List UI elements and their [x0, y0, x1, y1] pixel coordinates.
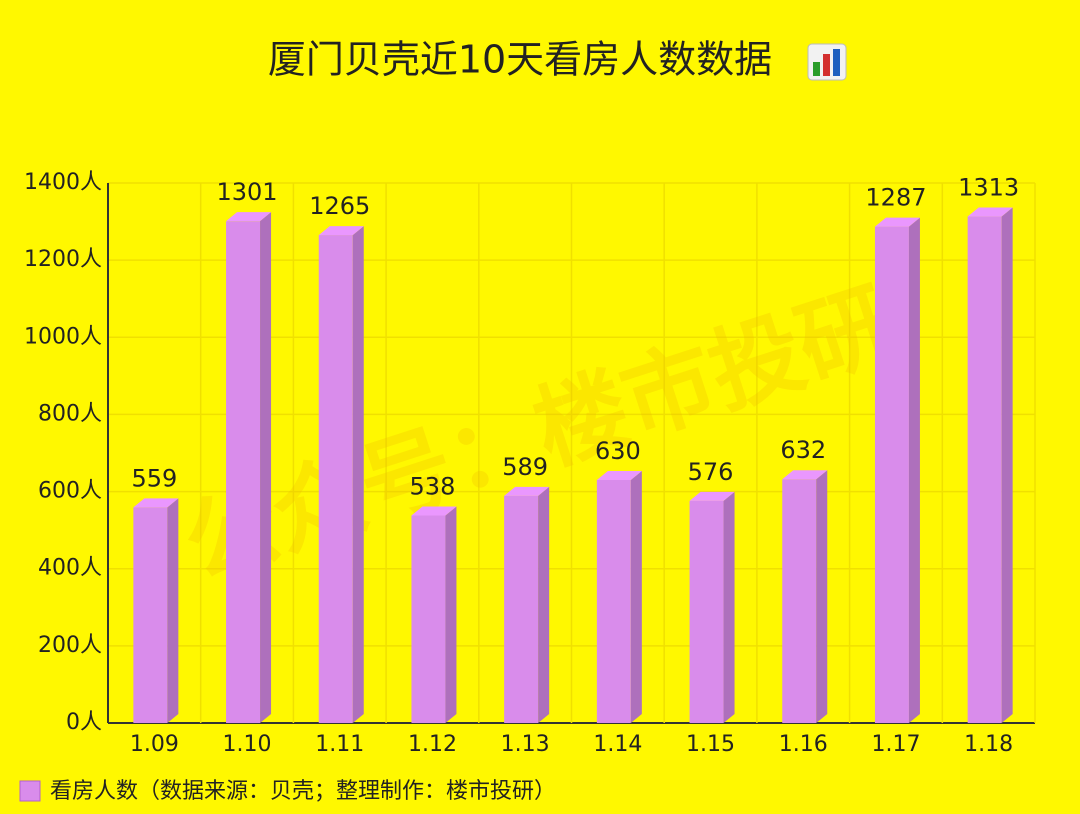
value-label: 559 [131, 464, 177, 492]
x-tick-label: 1.18 [964, 732, 1013, 757]
value-label: 630 [595, 437, 641, 465]
y-tick-label: 400人 [38, 556, 102, 581]
bar-side [908, 217, 920, 724]
bar [504, 486, 550, 723]
value-label: 1265 [309, 192, 370, 220]
x-tick-label: 1.13 [501, 732, 550, 757]
x-tick-label: 1.14 [593, 732, 642, 757]
x-tick-label: 1.16 [779, 732, 828, 757]
y-tick-label: 600人 [38, 479, 102, 504]
legend-series: 看房人数 [50, 779, 138, 804]
bar-top [226, 212, 272, 222]
bar-side [723, 491, 735, 723]
bar-top [874, 217, 920, 227]
bar-side [167, 498, 179, 723]
bar-front [689, 500, 724, 723]
bar-front [133, 507, 168, 723]
bar-side [1001, 207, 1013, 724]
y-tick-label: 1400人 [24, 170, 102, 195]
x-tick-label: 1.17 [871, 732, 920, 757]
y-tick-label: 200人 [38, 633, 102, 658]
x-tick-label: 1.12 [408, 732, 457, 757]
value-label: 589 [502, 453, 548, 481]
x-tick-label: 1.10 [223, 732, 272, 757]
bar-top [133, 498, 179, 508]
bar-front [411, 515, 446, 723]
bar-front [874, 226, 909, 724]
bar-front [782, 479, 817, 723]
bars: 559 1301 1265 538 589 630 576 632 1287 1313 [131, 174, 1019, 724]
y-tick-label: 1000人 [24, 324, 102, 349]
bar-side [630, 471, 642, 723]
bar [689, 491, 735, 723]
source-note: （数据来源：贝壳；整理制作：楼市投研） [138, 779, 556, 804]
bar [318, 226, 364, 724]
value-label: 1301 [217, 178, 278, 206]
bar [782, 470, 828, 723]
title-icon [807, 43, 847, 81]
value-label: 1287 [865, 184, 926, 212]
bar [226, 212, 272, 723]
bar [596, 471, 642, 723]
bar-top [782, 470, 828, 480]
bar [133, 498, 179, 723]
value-label: 576 [688, 458, 734, 486]
bar-front [504, 495, 539, 723]
bar-front [596, 480, 631, 723]
y-tick-label: 1200人 [24, 247, 102, 272]
value-label: 538 [410, 472, 456, 500]
bar [411, 506, 457, 723]
bar-front [318, 235, 353, 724]
bar-front [967, 216, 1002, 724]
x-tick-label: 1.11 [315, 732, 364, 757]
bar-top [411, 506, 457, 516]
chart-title: 厦门贝壳近10天看房人数数据 [268, 38, 772, 82]
bar-side [816, 470, 828, 723]
bar-front [226, 221, 261, 723]
value-label: 1313 [958, 174, 1019, 202]
x-tick-label: 1.15 [686, 732, 735, 757]
bar-side [352, 226, 364, 724]
bar-top [318, 226, 364, 236]
bar-top [504, 486, 550, 496]
bar-top [596, 471, 642, 480]
bar-top [689, 491, 735, 501]
legend-swatch [19, 780, 41, 802]
bar [967, 207, 1013, 724]
x-tick-label: 1.09 [130, 732, 179, 757]
y-tick-label: 0人 [66, 710, 102, 735]
y-tick-label: 800人 [38, 401, 102, 426]
value-label: 632 [780, 436, 826, 464]
bar-top [967, 207, 1013, 217]
bar-side [538, 486, 550, 723]
legend-label: 看房人数（数据来源：贝壳；整理制作：楼市投研） [50, 779, 556, 804]
bar-side [445, 506, 457, 723]
bar-side [260, 212, 272, 723]
bar [874, 217, 920, 724]
